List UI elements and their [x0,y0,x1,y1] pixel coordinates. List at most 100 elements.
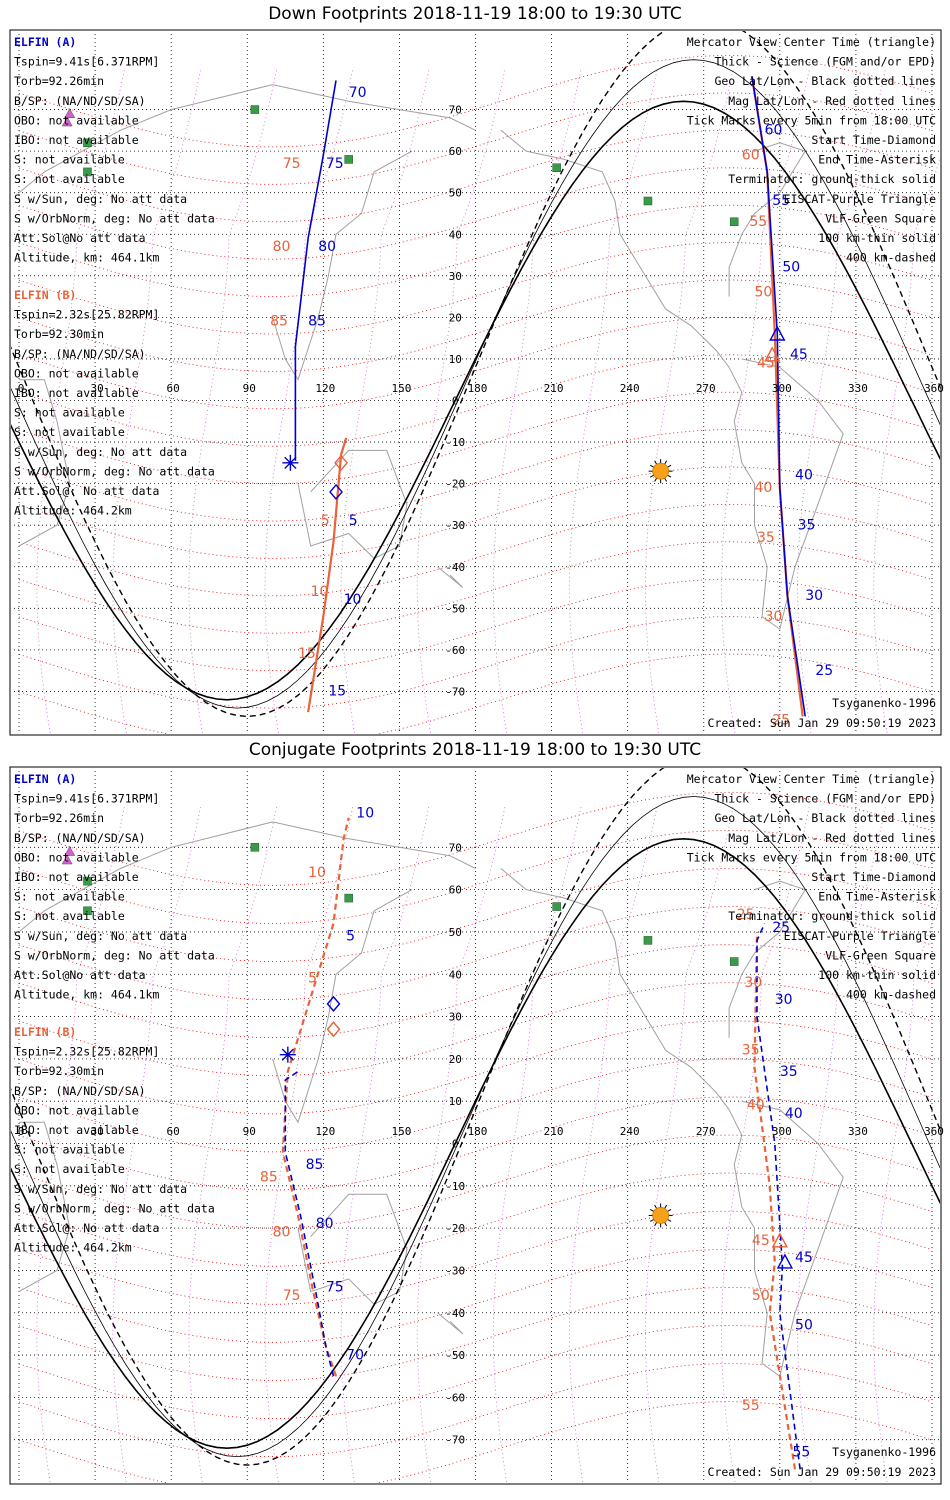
tick-label-a: 5 [346,928,355,944]
tick-label-a: 45 [790,347,808,363]
coastline [437,566,464,588]
mag-meridian [112,804,202,1483]
elfin-a-info-line: Torb=92.26min [14,811,104,825]
lat-tick-label: -10 [445,436,465,449]
mag-meridian [188,804,278,1483]
lat-tick-label: 20 [449,1053,462,1066]
tick-label-b: 30 [744,975,762,991]
vlf-station-square [83,167,92,177]
map-area [11,768,940,1483]
elfin-a-track-east [751,76,806,717]
lon-tick-label: 30 [90,1125,103,1138]
terminator-400km [11,768,940,1466]
center-triangle-a [776,1253,794,1269]
elfin-a-info-line: S: not available [14,909,125,923]
center-triangle-b [771,1232,789,1248]
vlf-station-square [83,906,92,916]
vlf-station-square [250,843,260,852]
mag-parallel [18,1248,933,1343]
vlf-station-square [729,217,739,227]
legend-entry: 100 km-thin solid [818,231,936,245]
coastline [272,889,413,1124]
elfin-a-info-line: Altitude, km: 464.1km [14,251,159,265]
tick-label-b: 45 [757,355,775,371]
vlf-station-square [344,155,353,164]
tick-label-b: 5 [308,971,317,987]
end-asterisk [284,456,297,469]
elfin-a-info-line: S w/Sun, deg: No att data [14,192,187,206]
coastline [18,84,476,194]
legend-entry: Terminator: ground-thick solid [728,172,936,186]
start-diamond-b [334,454,349,471]
mag-meridian [721,804,810,1483]
elfin-b-info-line: Altitude: 464.2km [14,1241,132,1255]
tick-label-a: 85 [306,1157,324,1173]
tick-label-b: 5 [321,513,330,529]
tick-label-a: 35 [798,517,816,533]
lon-tick-label: 30 [90,382,103,395]
vlf-station-square [344,893,353,903]
lon-tick-label: 150 [391,382,411,395]
elfin-b-info-line: Altitude: 464.2km [14,504,132,518]
tick-label-b: 55 [742,1398,760,1414]
lat-tick-label: 70 [449,104,462,117]
mag-meridian [644,804,734,1483]
tick-label-b: 55 [749,214,767,230]
elfin-b-info-line: S w/Sun, deg: No att data [14,1182,187,1196]
tick-label-a: 60 [765,123,783,139]
panel-title: Down Footprints 2018-11-19 18:00 to 19:3… [268,4,682,24]
vlf-station-square [643,936,653,945]
legend-entry: EISCAT-Purple Triangle [784,192,936,206]
sun-icon [652,1207,670,1224]
elfin-a-info-line: Att.Sol@No att data [14,231,146,245]
elfin-b-info-line: S: not available [14,425,125,439]
lat-tick-label: 10 [449,1095,462,1108]
elfin-b-info-line: S: not available [14,1143,125,1157]
plot-frame [9,766,942,1485]
elfin-a-info-line: Tspin=9.41s[6.371RPM] [14,792,159,806]
elfin-b-track [307,437,348,713]
mag-parallel [18,829,933,924]
tick-label-a: 15 [328,684,346,700]
tick-label-a: 80 [316,1216,334,1232]
coastline [728,142,806,297]
coastline [18,379,71,547]
lat-tick-label: -30 [445,1264,465,1277]
legend-entry: Mag Lat/Lon - Red dotted lines [728,831,936,845]
elfin-b-info-line: Att.Sol@: No att data [14,484,159,498]
lon-tick-label: 60 [167,1125,180,1138]
tick-label-a: 25 [772,920,790,936]
coastline [500,868,730,1110]
lon-tick-label: 240 [620,1125,640,1138]
lon-tick-label: 120 [315,382,335,395]
mag-meridian [416,804,506,1483]
lon-tick-label: 120 [315,1125,335,1138]
tick-label-a: 50 [795,1318,813,1334]
coastline [18,821,476,933]
map-area [11,31,940,734]
tick-label-b: 60 [742,147,760,163]
lon-tick-label: 300 [772,382,792,395]
tick-label-a: 80 [318,239,336,255]
created-timestamp: Created: Sun Jan 29 09:50:19 2023 [708,716,937,730]
lat-tick-label: 10 [449,353,462,366]
tick-label-b: 85 [270,314,288,330]
legend-entry: Tick Marks every 5min from 18:00 UTC [687,850,936,864]
vlf-station-square [83,876,92,886]
elfin-b-info-line: S w/OrbNorm, deg: No att data [14,464,215,478]
terminator-ground [11,100,940,701]
elfin-b-info-line: Torb=92.30min [14,1064,104,1078]
tick-label-a: 25 [815,663,833,679]
coastline [18,1121,71,1293]
elfin-a-track [294,80,337,461]
lat-tick-label: 30 [449,270,462,283]
mag-meridian [340,804,430,1483]
lat-tick-label: -40 [445,561,465,574]
mag-meridian [36,804,126,1483]
elfin-b-info-line: S w/Sun, deg: No att data [14,445,187,459]
tick-label-a: 30 [805,588,823,604]
lon-tick-label: 360 [924,1125,944,1138]
sun-icon [652,462,670,480]
tick-label-a: 55 [793,1445,811,1461]
